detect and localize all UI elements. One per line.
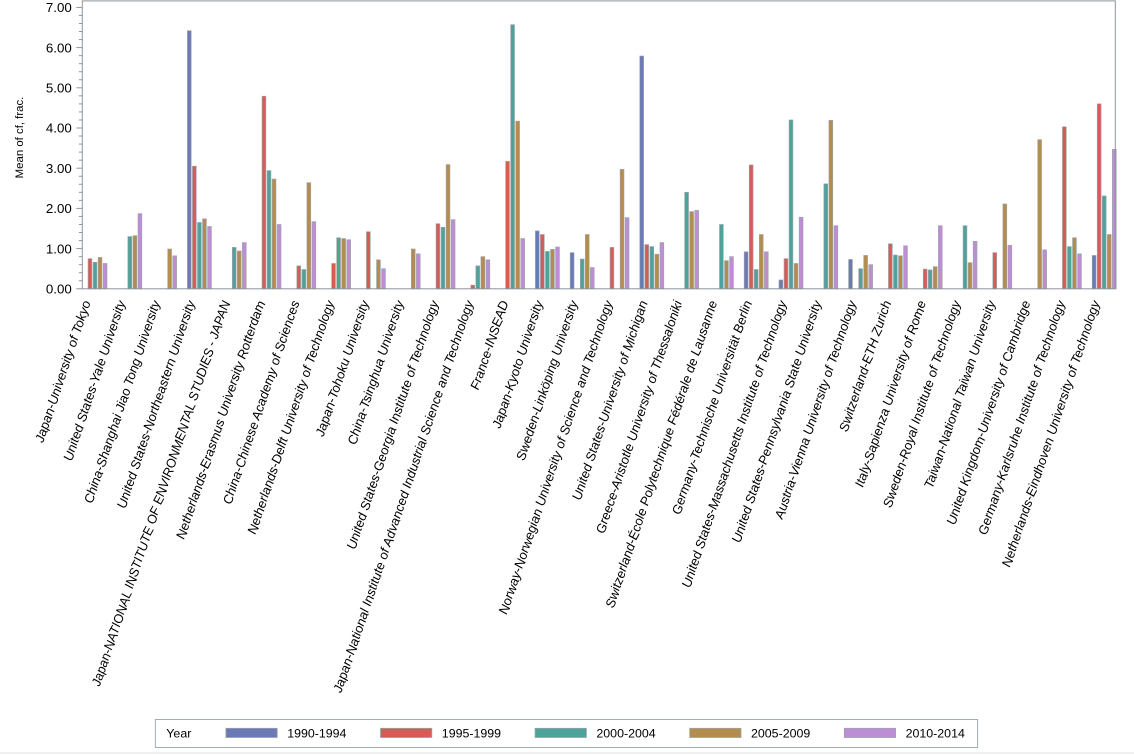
svg-text:1.00: 1.00 — [46, 241, 72, 256]
svg-text:Year: Year — [166, 727, 191, 741]
svg-text:3.00: 3.00 — [46, 161, 72, 176]
svg-text:7.00: 7.00 — [46, 0, 72, 15]
svg-text:2.00: 2.00 — [46, 201, 72, 216]
svg-text:4.00: 4.00 — [46, 121, 72, 136]
svg-text:6.00: 6.00 — [46, 40, 72, 55]
svg-text:1990-1994: 1990-1994 — [287, 727, 346, 741]
svg-text:2005-2009: 2005-2009 — [751, 727, 810, 741]
svg-text:1995-1999: 1995-1999 — [442, 727, 501, 741]
svg-text:5.00: 5.00 — [46, 81, 72, 96]
svg-text:2000-2004: 2000-2004 — [596, 727, 655, 741]
svg-text:2010-2014: 2010-2014 — [906, 727, 965, 741]
svg-text:0.00: 0.00 — [46, 282, 72, 297]
svg-text:Mean of cf, frac.: Mean of cf, frac. — [14, 97, 26, 179]
